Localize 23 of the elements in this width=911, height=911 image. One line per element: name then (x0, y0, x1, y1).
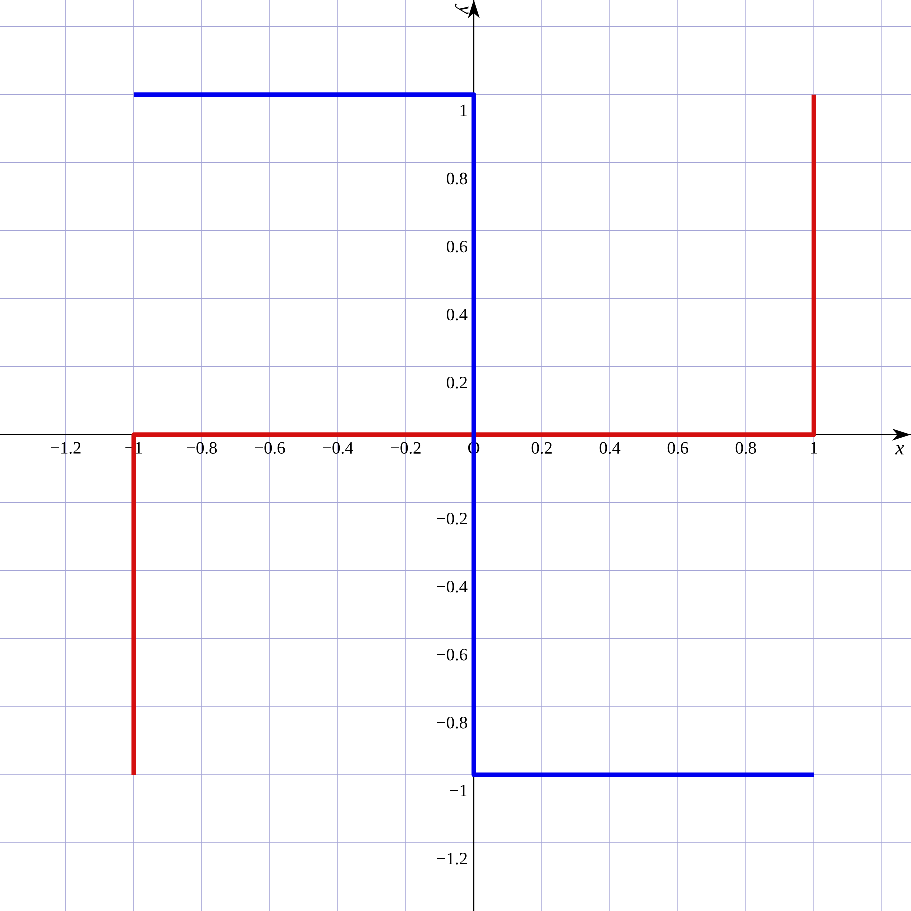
y-tick-label: 0.6 (446, 240, 468, 253)
x-tick-label: 1 (811, 442, 818, 454)
y-tick-label: −0.6 (437, 649, 468, 661)
y-tick-label: 0.8 (446, 172, 468, 185)
x-tick-label: −0.2 (391, 442, 421, 454)
y-tick-label: −0.4 (437, 580, 468, 593)
x-tick-label: −0.8 (187, 442, 218, 454)
x-tick-label: 0.6 (668, 442, 688, 454)
x-tick-label: 0.2 (532, 442, 552, 454)
y-tick-label: −1 (450, 785, 467, 796)
x-tick-label: −0.4 (323, 442, 354, 454)
x-tick-label: −1.2 (51, 442, 81, 454)
x-tick-label: 0.8 (736, 442, 756, 454)
x-tick-label: 0.4 (600, 442, 621, 454)
y-tick-label: −0.2 (437, 512, 468, 525)
x-tick-label: −0.6 (255, 442, 286, 454)
y-tick-label: −0.8 (437, 717, 468, 729)
y-tick-label: −1.2 (437, 853, 468, 865)
y-axis-title: y (455, 4, 469, 14)
x-axis-title: x (895, 445, 904, 455)
y-tick-label: 1 (460, 104, 467, 116)
y-tick-label: 0.2 (446, 376, 468, 389)
y-tick-label: 0.4 (446, 308, 468, 321)
